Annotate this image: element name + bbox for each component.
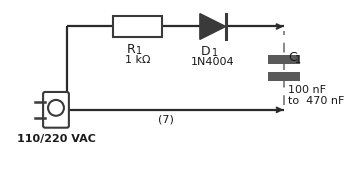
Bar bbox=[268, 55, 300, 64]
Text: 1: 1 bbox=[295, 55, 301, 65]
Text: 1: 1 bbox=[136, 46, 143, 56]
Text: C: C bbox=[288, 51, 297, 64]
Text: 100 nF: 100 nF bbox=[288, 85, 326, 95]
Text: 1 kΩ: 1 kΩ bbox=[125, 55, 150, 65]
Text: 1: 1 bbox=[212, 48, 218, 58]
Text: 1N4004: 1N4004 bbox=[191, 57, 234, 67]
Bar bbox=[268, 72, 300, 81]
Text: 110/220 VAC: 110/220 VAC bbox=[17, 134, 95, 144]
Text: (7): (7) bbox=[158, 115, 174, 125]
FancyBboxPatch shape bbox=[113, 16, 162, 37]
Text: D: D bbox=[201, 45, 211, 58]
FancyBboxPatch shape bbox=[43, 92, 69, 128]
Polygon shape bbox=[200, 14, 226, 39]
Text: to  470 nF: to 470 nF bbox=[288, 96, 344, 106]
Text: R: R bbox=[127, 43, 135, 56]
Circle shape bbox=[48, 100, 64, 116]
